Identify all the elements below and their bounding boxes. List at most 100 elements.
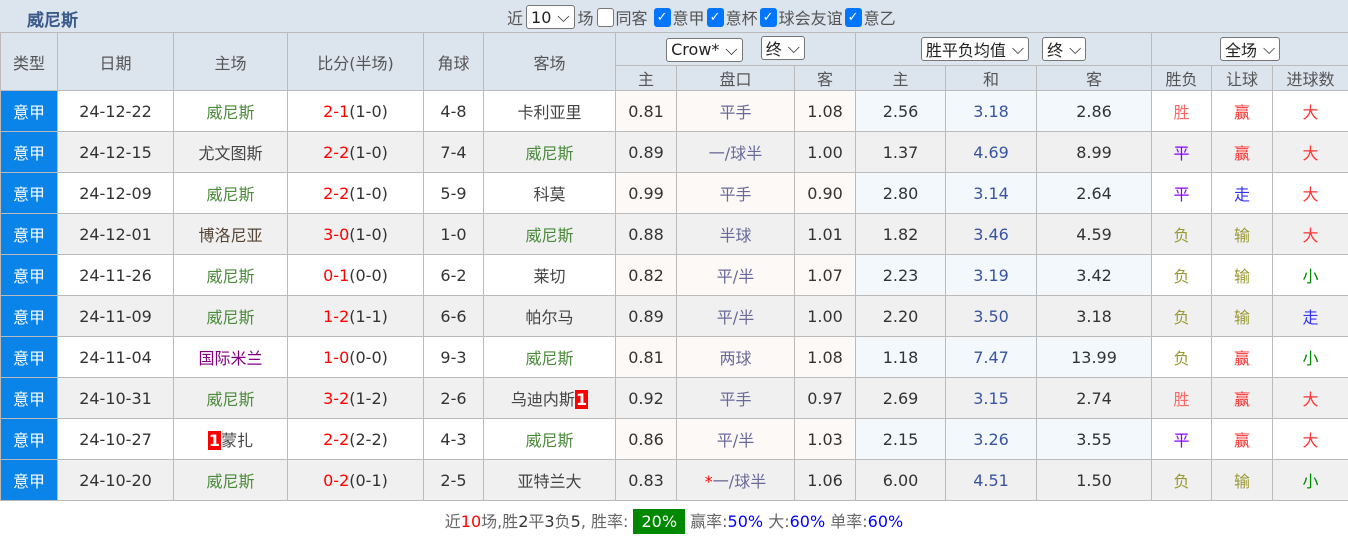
date-cell: 24-11-04 (58, 337, 174, 378)
league-cell[interactable]: 意甲 (1, 296, 58, 337)
avg-home-odds: 1.82 (856, 214, 946, 255)
handicap-away-odds: 0.90 (795, 173, 856, 214)
handicap-home-odds: 0.81 (616, 91, 677, 132)
result-cell: 负 (1152, 460, 1212, 501)
score-cell[interactable]: 2-2(2-2) (288, 419, 424, 460)
score-cell[interactable]: 3-2(1-2) (288, 378, 424, 419)
away-team[interactable]: 莱切 (533, 267, 565, 286)
avg-away-odds: 3.42 (1037, 255, 1152, 296)
home-team[interactable]: 威尼斯 (206, 267, 254, 286)
away-team[interactable]: 卡利亚里 (517, 103, 581, 122)
league-cell[interactable]: 意甲 (1, 214, 58, 255)
score-cell[interactable]: 2-2(1-0) (288, 132, 424, 173)
home-team[interactable]: 国际米兰 (198, 349, 262, 368)
home-team-cell[interactable]: 尤文图斯 (174, 132, 288, 173)
away-team-cell[interactable]: 威尼斯 (484, 337, 616, 378)
away-team[interactable]: 威尼斯 (525, 144, 573, 163)
handicap-line: 平/半 (677, 296, 795, 337)
avg-away-odds: 1.50 (1037, 460, 1152, 501)
avg-stage-select[interactable]: 终⌵ (1042, 37, 1086, 61)
handicap-line: 平手 (677, 91, 795, 132)
away-team[interactable]: 亚特兰大 (517, 472, 581, 491)
away-team[interactable]: 威尼斯 (525, 226, 573, 245)
s-text: 近 (445, 512, 461, 531)
league-cell[interactable]: 意甲 (1, 419, 58, 460)
half-score: (1-0) (349, 184, 388, 203)
filter-checkbox[interactable]: ✓ (760, 8, 777, 27)
away-team[interactable]: 乌迪内斯 (511, 390, 575, 409)
home-team-cell[interactable]: 威尼斯 (174, 173, 288, 214)
corner-cell: 2-5 (424, 460, 484, 501)
away-team[interactable]: 帕尔马 (525, 308, 573, 327)
home-team[interactable]: 威尼斯 (206, 185, 254, 204)
score-cell[interactable]: 0-2(0-1) (288, 460, 424, 501)
score-cell[interactable]: 2-1(1-0) (288, 91, 424, 132)
league-cell[interactable]: 意甲 (1, 255, 58, 296)
chevron-down-icon: ⌵ (557, 7, 569, 27)
home-team[interactable]: 尤文图斯 (198, 144, 262, 163)
home-team[interactable]: 威尼斯 (206, 472, 254, 491)
score-cell[interactable]: 2-2(1-0) (288, 173, 424, 214)
away-team-cell[interactable]: 莱切 (484, 255, 616, 296)
league-cell[interactable]: 意甲 (1, 132, 58, 173)
avg-draw-odds: 4.51 (946, 460, 1037, 501)
home-team-cell[interactable]: 国际米兰 (174, 337, 288, 378)
company-select[interactable]: Crow*⌵ (666, 38, 742, 62)
full-score: 3-0 (323, 225, 349, 244)
league-cell[interactable]: 意甲 (1, 91, 58, 132)
home-team-cell[interactable]: 威尼斯 (174, 378, 288, 419)
away-team[interactable]: 科莫 (533, 185, 565, 204)
away-team-cell[interactable]: 威尼斯 (484, 419, 616, 460)
home-team-cell[interactable]: 1蒙扎 (174, 419, 288, 460)
league-cell[interactable]: 意甲 (1, 173, 58, 214)
table-row: 意甲 24-11-09 威尼斯 1-2(1-1) 6-6 帕尔马 0.89 平/… (1, 296, 1348, 337)
home-team-cell[interactable]: 博洛尼亚 (174, 214, 288, 255)
date-cell: 24-12-01 (58, 214, 174, 255)
home-team[interactable]: 威尼斯 (206, 103, 254, 122)
result-cell: 平 (1152, 419, 1212, 460)
away-team-cell[interactable]: 亚特兰大 (484, 460, 616, 501)
red-card-badge: 1 (575, 390, 588, 409)
away-team-cell[interactable]: 科莫 (484, 173, 616, 214)
filter-checkbox[interactable]: ✓ (845, 8, 862, 27)
league-cell[interactable]: 意甲 (1, 337, 58, 378)
home-team-cell[interactable]: 威尼斯 (174, 255, 288, 296)
filter-checkbox[interactable]: ✓ (707, 8, 724, 27)
home-team-cell[interactable]: 威尼斯 (174, 91, 288, 132)
filter-checkbox[interactable]: ✓ (654, 8, 671, 27)
away-team[interactable]: 威尼斯 (525, 349, 573, 368)
avg-home-odds: 2.20 (856, 296, 946, 337)
handicap-away-odds: 1.03 (795, 419, 856, 460)
filter-checkbox[interactable] (597, 8, 614, 27)
result-cell: 负 (1152, 296, 1212, 337)
home-team[interactable]: 博洛尼亚 (198, 226, 262, 245)
handicap-home-odds: 0.86 (616, 419, 677, 460)
home-team-cell[interactable]: 威尼斯 (174, 296, 288, 337)
scope-select[interactable]: 全场⌵ (1220, 37, 1280, 61)
chevron-down-icon: ⌵ (725, 40, 737, 60)
avg-draw-odds: 3.15 (946, 378, 1037, 419)
away-team-cell[interactable]: 威尼斯 (484, 132, 616, 173)
score-cell[interactable]: 1-0(0-0) (288, 337, 424, 378)
col-date: 日期 (58, 33, 174, 91)
avg-select[interactable]: 胜平负均值⌵ (921, 37, 1029, 61)
match-count-select[interactable]: 10⌵ (526, 5, 575, 29)
home-team[interactable]: 蒙扎 (221, 431, 253, 450)
handicap-stage-select[interactable]: 终⌵ (761, 36, 805, 60)
home-team[interactable]: 威尼斯 (206, 390, 254, 409)
away-team-cell[interactable]: 帕尔马 (484, 296, 616, 337)
away-team[interactable]: 威尼斯 (525, 431, 573, 450)
scope-value: 全场 (1225, 37, 1257, 61)
home-team-cell[interactable]: 威尼斯 (174, 460, 288, 501)
corner-cell: 5-9 (424, 173, 484, 214)
away-team-cell[interactable]: 威尼斯 (484, 214, 616, 255)
away-team-cell[interactable]: 卡利亚里 (484, 91, 616, 132)
score-cell[interactable]: 3-0(1-0) (288, 214, 424, 255)
away-team-cell[interactable]: 乌迪内斯1 (484, 378, 616, 419)
league-cell[interactable]: 意甲 (1, 378, 58, 419)
home-team[interactable]: 威尼斯 (206, 308, 254, 327)
league-cell[interactable]: 意甲 (1, 460, 58, 501)
score-cell[interactable]: 1-2(1-1) (288, 296, 424, 337)
score-cell[interactable]: 0-1(0-0) (288, 255, 424, 296)
handicap-result-cell: 赢 (1212, 91, 1273, 132)
